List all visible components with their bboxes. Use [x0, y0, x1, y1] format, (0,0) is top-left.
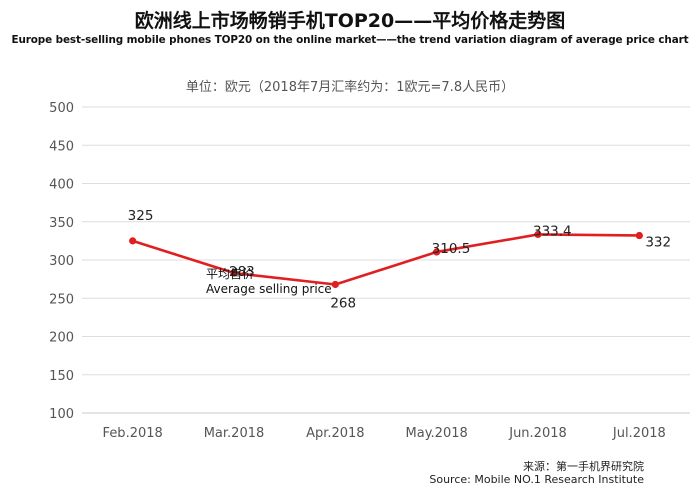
x-tick-label: Jul.2018 — [612, 426, 666, 441]
data-point — [534, 230, 542, 239]
y-tick-label: 500 — [49, 101, 74, 116]
data-point — [230, 269, 238, 277]
y-tick-label: 100 — [49, 407, 74, 422]
y-tick-label: 450 — [49, 139, 74, 154]
data-label: 325 — [128, 208, 154, 224]
series-label-cn: 平均售价 — [206, 266, 254, 281]
x-tick-label: May.2018 — [406, 426, 468, 441]
x-tick-label: Feb.2018 — [103, 426, 163, 441]
y-tick-label: 200 — [49, 331, 74, 346]
x-tick-label: Jun.2018 — [508, 426, 567, 441]
grid-lines — [82, 106, 690, 414]
unit-note: 单位：欧元（2018年7月汇率约为：1欧元=7.8人民币） — [185, 80, 515, 95]
y-tick-label: 300 — [49, 254, 74, 269]
data-label: 283 — [229, 264, 255, 280]
y-axis-ticks: 100 150 200 250 300 350 400 450 500 — [49, 101, 74, 422]
y-tick-label: 400 — [49, 178, 74, 193]
series-line — [132, 233, 640, 286]
y-tick-label: 150 — [49, 369, 74, 384]
data-point — [331, 280, 339, 289]
data-label: 333.4 — [533, 223, 572, 239]
x-tick-label: Apr.2018 — [306, 426, 365, 441]
chart-title: 欧洲线上市场畅销手机TOP20——平均价格走势图 — [134, 10, 566, 32]
x-axis-ticks: Feb.2018 Mar.2018 Apr.2018 May.2018 Jun.2018… — [103, 426, 666, 441]
series-label-en: Average selling price — [206, 282, 332, 296]
source-cn: 来源：第一手机界研究院 — [523, 460, 644, 473]
data-label: 268 — [330, 295, 356, 311]
data-point — [129, 237, 137, 245]
data-label: 310.5 — [432, 241, 471, 257]
data-label: 332 — [645, 235, 671, 251]
y-tick-label: 350 — [49, 216, 74, 231]
source-en: Source: Mobile NO.1 Research Institute — [429, 473, 644, 486]
data-point — [433, 248, 441, 256]
series-average-price — [129, 230, 643, 289]
y-tick-label: 250 — [49, 292, 74, 307]
chart-subtitle: Europe best-selling mobile phones TOP20 … — [11, 34, 689, 46]
data-point — [635, 231, 643, 240]
x-tick-label: Mar.2018 — [204, 426, 265, 441]
data-labels: 325 283 268 310.5 333.4 332 — [128, 208, 671, 312]
